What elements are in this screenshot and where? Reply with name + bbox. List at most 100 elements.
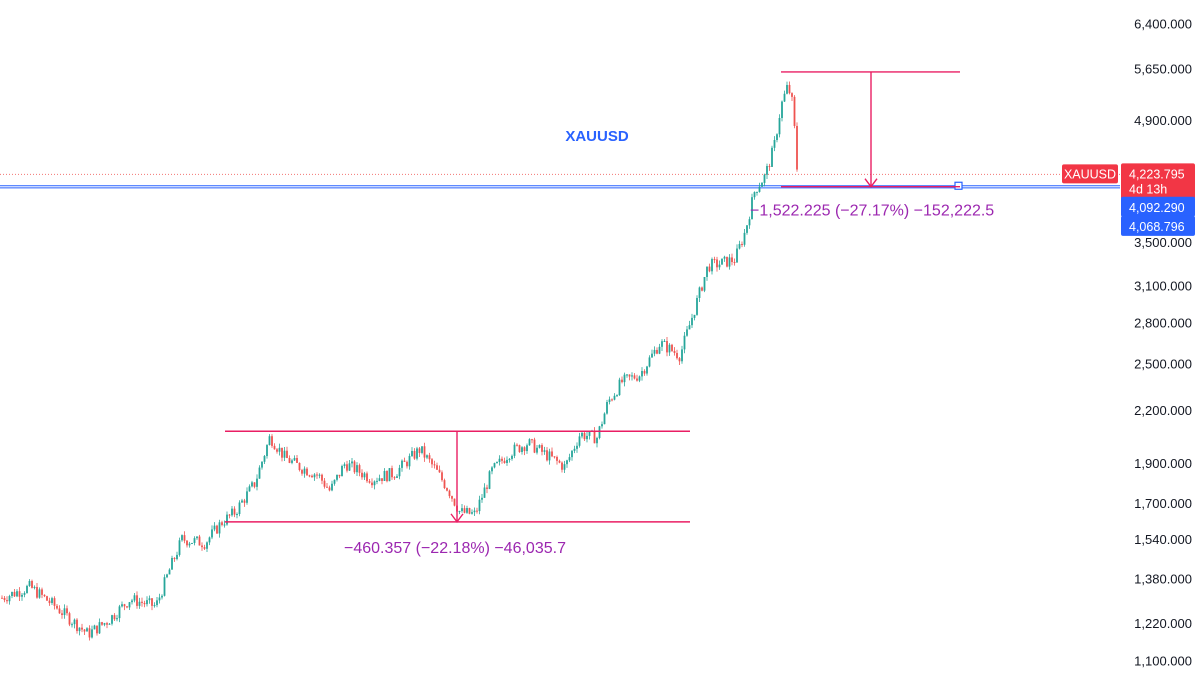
candle-body [358,465,361,473]
candle-body [261,461,263,468]
symbol-label: XAUUSD [565,128,629,145]
candle-body [553,456,556,458]
candle-body [166,574,168,578]
price-axis-tick-label: 1,700.000 [1134,496,1192,511]
candle-body [586,435,588,440]
measurement-tools[interactable]: −1,522.225 (−27.17%) −152,222.5 −460.357 … [225,71,994,557]
candle-body [733,262,736,264]
candle-body [731,257,733,263]
candle-body [721,258,723,265]
candle-body [438,469,441,473]
candle-body [56,605,58,609]
candle-body [648,357,651,367]
price-axis[interactable]: 6,400.000 5,650.000 4,900.000 3,500.000 3,10… [1134,17,1192,669]
candle-body [28,581,31,586]
candle-body [506,459,508,464]
candle-body [163,577,166,596]
candle-body [658,346,661,354]
candle-body [503,460,506,464]
candle-body [596,437,598,444]
candle-body [156,600,158,606]
candle-body [463,508,466,513]
candle-body [276,449,278,452]
candle-body [241,500,243,503]
price-axis-tick-label: 2,200.000 [1134,403,1192,418]
candle-body [308,475,311,477]
candle-body [758,186,761,192]
candle-body [511,455,513,459]
candle-body [631,375,633,377]
candle-body [646,366,648,374]
candle-body [71,624,73,626]
line1-price-value: 4,092.290 [1129,201,1185,215]
candle-body [161,595,163,598]
candle-body [333,479,336,484]
candle-body [48,600,51,604]
price-axis-tick-label: 2,800.000 [1134,316,1192,331]
candle-body [81,627,83,630]
candle-body [171,557,173,570]
candle-body [668,344,671,353]
candle-body [578,436,581,446]
candle-body [268,436,271,446]
candle-body [41,589,43,595]
candle-body [353,461,356,473]
candle-body [583,432,586,440]
candle-body [628,374,631,377]
candle-body [488,471,491,489]
last-price-countdown: 4d 13h [1129,182,1167,196]
candle-body [103,623,106,625]
candle-body [306,468,308,476]
candle-body [713,259,716,261]
line-anchor-handle[interactable] [954,181,963,190]
candle-body [221,522,223,525]
candle-body [661,341,663,347]
candle-body [383,471,386,481]
candle-body [393,477,396,479]
candle-body [301,470,303,474]
candle-body [771,147,773,167]
candle-body [666,340,668,353]
candle-body [216,525,218,534]
candle-body [413,450,416,459]
candle-body [16,591,18,597]
candle-body [266,445,268,457]
candle-body [348,463,351,471]
candle-body [146,600,148,605]
candle-body [88,628,91,638]
candle-body [173,557,176,560]
candle-body [416,448,418,459]
candle-body [368,481,371,483]
candle-body [378,478,381,481]
candle-body [718,264,721,268]
candle-body [671,344,673,351]
candle-body [701,287,703,291]
candle-body [433,464,436,466]
candle-body [373,481,376,486]
candle-body [673,350,676,353]
candle-body [556,456,558,461]
candle-body [43,594,46,597]
candle-body [201,545,203,548]
candle-body [778,117,781,135]
line1-price-badge [1121,196,1195,217]
candle-body [196,536,198,539]
candle-body [321,474,323,481]
candle-body [271,436,273,446]
candle-body [191,542,193,544]
candle-body [401,460,403,468]
candle-body [493,463,496,468]
candle-body [476,510,478,512]
horizontal-lines [0,173,1120,190]
candle-body [286,450,288,459]
candle-body [626,374,628,376]
price-axis-tick-label: 3,100.000 [1134,279,1192,294]
candle-body [181,535,183,541]
candle-body [403,460,406,462]
candle-body [53,598,56,606]
price-axis-tick-label: 5,650.000 [1134,62,1192,77]
candle-body [453,498,456,506]
candle-body [361,472,363,478]
